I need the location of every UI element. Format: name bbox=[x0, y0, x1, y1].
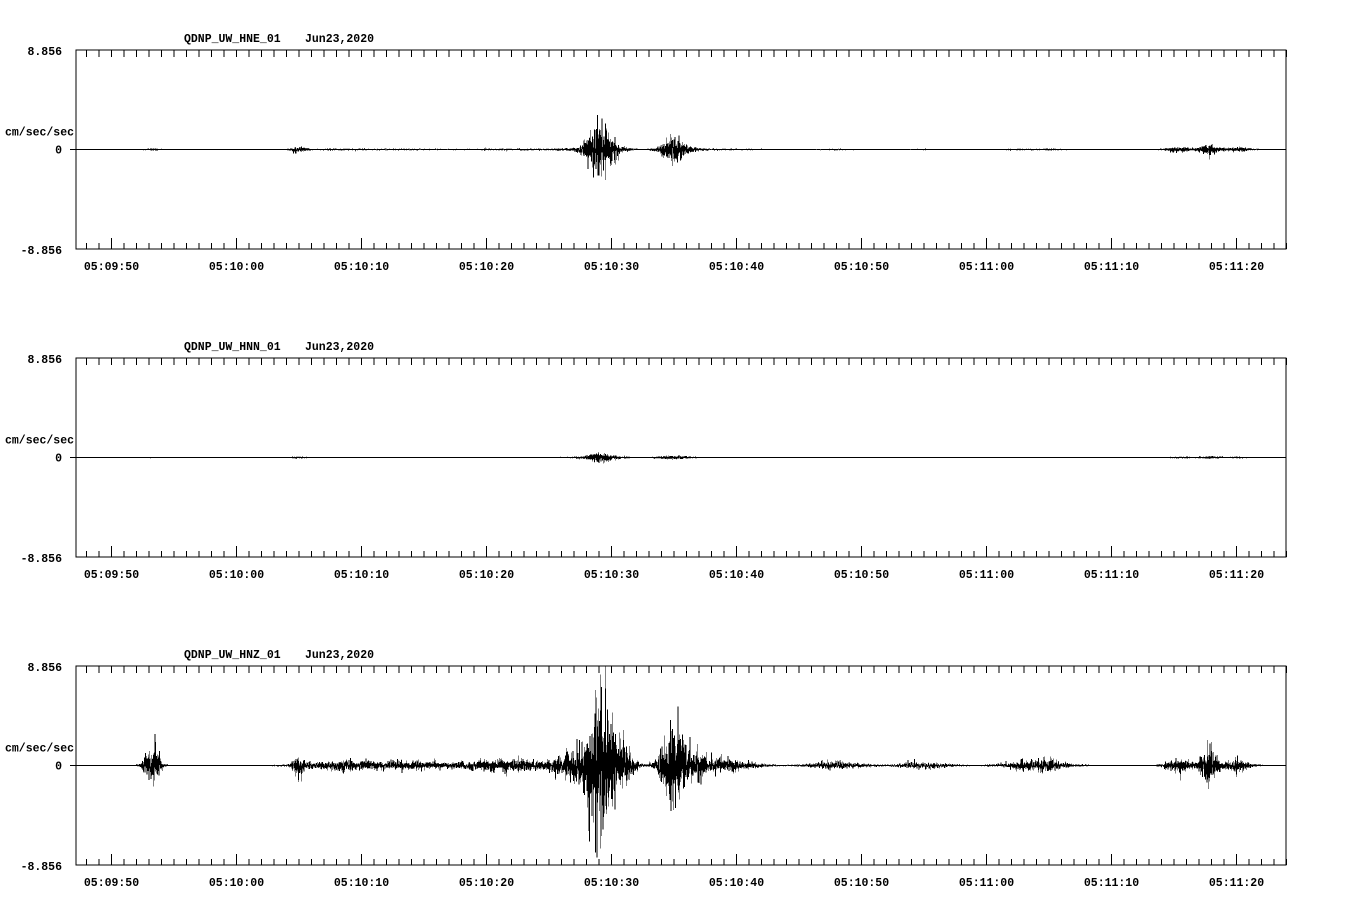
svg-text:05:09:50: 05:09:50 bbox=[84, 877, 139, 890]
svg-text:8.856: 8.856 bbox=[27, 354, 62, 367]
svg-text:cm/sec/sec: cm/sec/sec bbox=[5, 435, 74, 448]
svg-text:QDNP_UW_HNN_01: QDNP_UW_HNN_01 bbox=[184, 341, 281, 354]
svg-text:Jun23,2020: Jun23,2020 bbox=[305, 649, 374, 662]
svg-text:05:10:20: 05:10:20 bbox=[459, 261, 514, 274]
svg-text:05:09:50: 05:09:50 bbox=[84, 569, 139, 582]
svg-text:0: 0 bbox=[55, 761, 62, 774]
svg-text:05:11:20: 05:11:20 bbox=[1209, 569, 1264, 582]
svg-text:05:11:00: 05:11:00 bbox=[959, 877, 1014, 890]
svg-text:Jun23,2020: Jun23,2020 bbox=[305, 33, 374, 46]
svg-text:05:10:40: 05:10:40 bbox=[709, 261, 764, 274]
svg-text:cm/sec/sec: cm/sec/sec bbox=[5, 743, 74, 756]
svg-text:05:10:10: 05:10:10 bbox=[334, 261, 389, 274]
svg-text:05:10:40: 05:10:40 bbox=[709, 877, 764, 890]
svg-text:05:10:50: 05:10:50 bbox=[834, 261, 889, 274]
svg-text:0: 0 bbox=[55, 145, 62, 158]
svg-text:05:10:30: 05:10:30 bbox=[584, 569, 639, 582]
svg-text:05:11:10: 05:11:10 bbox=[1084, 877, 1139, 890]
svg-text:05:10:30: 05:10:30 bbox=[584, 261, 639, 274]
svg-text:05:10:30: 05:10:30 bbox=[584, 877, 639, 890]
svg-text:QDNP_UW_HNE_01: QDNP_UW_HNE_01 bbox=[184, 33, 281, 46]
svg-text:Jun23,2020: Jun23,2020 bbox=[305, 341, 374, 354]
svg-text:05:10:10: 05:10:10 bbox=[334, 569, 389, 582]
svg-text:cm/sec/sec: cm/sec/sec bbox=[5, 127, 74, 140]
svg-text:05:09:50: 05:09:50 bbox=[84, 261, 139, 274]
svg-text:05:10:50: 05:10:50 bbox=[834, 877, 889, 890]
svg-text:05:11:00: 05:11:00 bbox=[959, 261, 1014, 274]
svg-text:05:11:10: 05:11:10 bbox=[1084, 569, 1139, 582]
svg-text:05:10:50: 05:10:50 bbox=[834, 569, 889, 582]
svg-text:05:10:40: 05:10:40 bbox=[709, 569, 764, 582]
svg-text:-8.856: -8.856 bbox=[21, 861, 63, 874]
svg-text:-8.856: -8.856 bbox=[21, 553, 63, 566]
svg-text:-8.856: -8.856 bbox=[21, 245, 63, 258]
svg-text:8.856: 8.856 bbox=[27, 46, 62, 59]
svg-text:05:11:00: 05:11:00 bbox=[959, 569, 1014, 582]
svg-text:05:11:10: 05:11:10 bbox=[1084, 261, 1139, 274]
svg-text:QDNP_UW_HNZ_01: QDNP_UW_HNZ_01 bbox=[184, 649, 281, 662]
svg-text:05:11:20: 05:11:20 bbox=[1209, 877, 1264, 890]
svg-text:05:10:20: 05:10:20 bbox=[459, 569, 514, 582]
svg-text:05:10:20: 05:10:20 bbox=[459, 877, 514, 890]
svg-text:8.856: 8.856 bbox=[27, 662, 62, 675]
svg-text:0: 0 bbox=[55, 453, 62, 466]
svg-text:05:10:00: 05:10:00 bbox=[209, 569, 264, 582]
svg-text:05:10:00: 05:10:00 bbox=[209, 877, 264, 890]
svg-text:05:11:20: 05:11:20 bbox=[1209, 261, 1264, 274]
svg-text:05:10:00: 05:10:00 bbox=[209, 261, 264, 274]
svg-text:05:10:10: 05:10:10 bbox=[334, 877, 389, 890]
